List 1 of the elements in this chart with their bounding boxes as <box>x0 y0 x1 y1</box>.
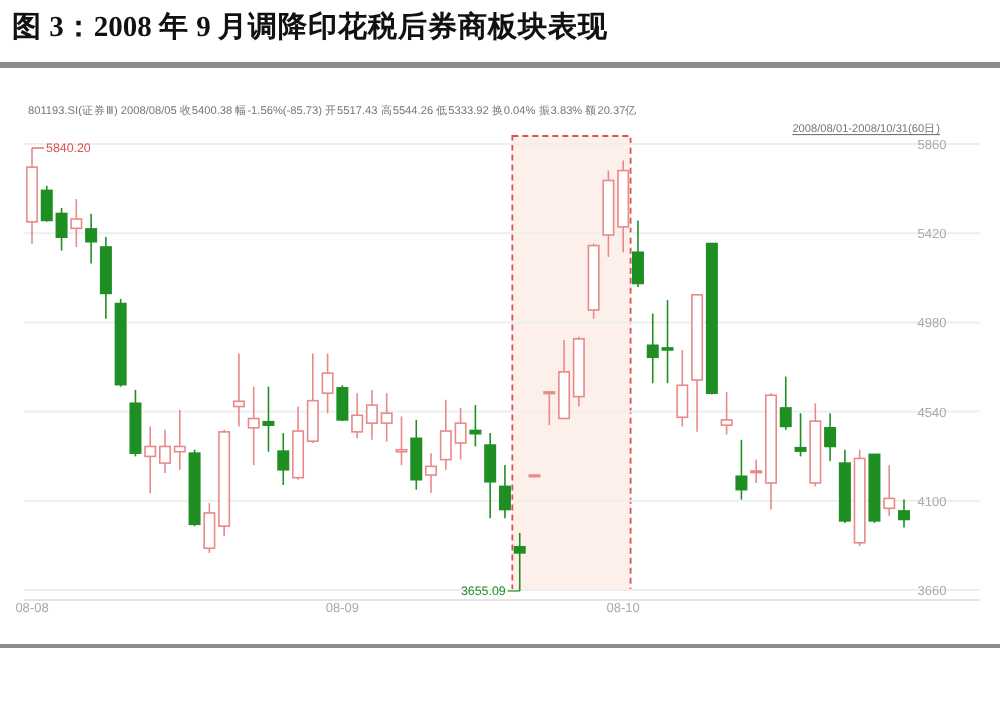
title: 图 3：2008 年 9 月调降印花税后券商板块表现 <box>12 12 608 44</box>
